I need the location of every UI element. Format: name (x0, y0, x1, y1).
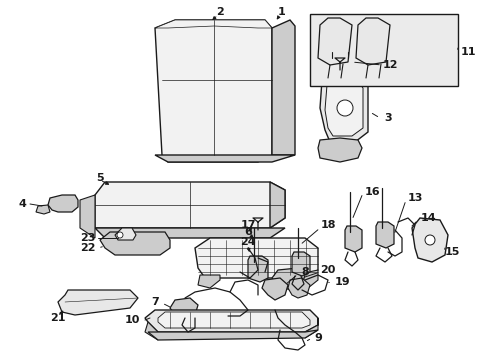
Text: 21: 21 (50, 313, 65, 323)
Text: 10: 10 (124, 315, 140, 325)
Polygon shape (170, 298, 198, 320)
Polygon shape (145, 322, 158, 340)
Text: 19: 19 (333, 277, 349, 287)
Text: 6: 6 (244, 227, 251, 237)
Text: 15: 15 (444, 247, 459, 257)
Polygon shape (100, 232, 170, 255)
Text: 20: 20 (320, 265, 335, 275)
Text: 8: 8 (301, 267, 308, 277)
Text: 13: 13 (407, 193, 422, 203)
Text: 4: 4 (18, 199, 26, 209)
Circle shape (336, 100, 352, 116)
Polygon shape (95, 228, 285, 238)
Polygon shape (317, 138, 361, 162)
Polygon shape (375, 222, 393, 248)
Polygon shape (325, 78, 362, 136)
Text: 18: 18 (320, 220, 335, 230)
Text: 9: 9 (313, 333, 321, 343)
Polygon shape (80, 195, 95, 238)
Polygon shape (115, 228, 136, 240)
Text: 23: 23 (80, 233, 96, 243)
Text: 1: 1 (278, 7, 285, 17)
Circle shape (117, 232, 123, 238)
Polygon shape (148, 330, 317, 340)
Text: 17: 17 (240, 220, 255, 230)
Bar (309, 14, 457, 86)
Polygon shape (294, 270, 317, 288)
Polygon shape (95, 182, 285, 228)
Circle shape (424, 235, 434, 245)
Polygon shape (195, 238, 317, 278)
Text: 24: 24 (240, 237, 255, 247)
Polygon shape (271, 20, 294, 155)
Text: 12: 12 (382, 60, 397, 70)
Polygon shape (269, 182, 285, 228)
Polygon shape (247, 256, 267, 282)
Text: 11: 11 (459, 47, 475, 57)
Polygon shape (155, 20, 271, 28)
Polygon shape (355, 18, 389, 65)
Text: 3: 3 (384, 113, 391, 123)
Polygon shape (145, 310, 317, 332)
Polygon shape (317, 18, 351, 65)
Polygon shape (48, 195, 78, 212)
Text: 22: 22 (80, 243, 96, 253)
Polygon shape (262, 278, 287, 300)
Polygon shape (271, 268, 305, 290)
Polygon shape (198, 275, 220, 288)
Polygon shape (305, 318, 317, 338)
Polygon shape (36, 205, 50, 214)
Polygon shape (155, 20, 271, 162)
Polygon shape (58, 290, 138, 315)
Text: 16: 16 (364, 187, 379, 197)
Text: 7: 7 (151, 297, 159, 307)
Polygon shape (291, 252, 309, 276)
Polygon shape (411, 218, 447, 262)
Text: 14: 14 (419, 213, 435, 223)
Text: 2: 2 (216, 7, 224, 17)
Polygon shape (287, 278, 309, 298)
Polygon shape (319, 72, 367, 142)
Polygon shape (345, 226, 361, 252)
Text: 5: 5 (96, 173, 103, 183)
Polygon shape (158, 312, 309, 328)
Polygon shape (155, 155, 294, 162)
